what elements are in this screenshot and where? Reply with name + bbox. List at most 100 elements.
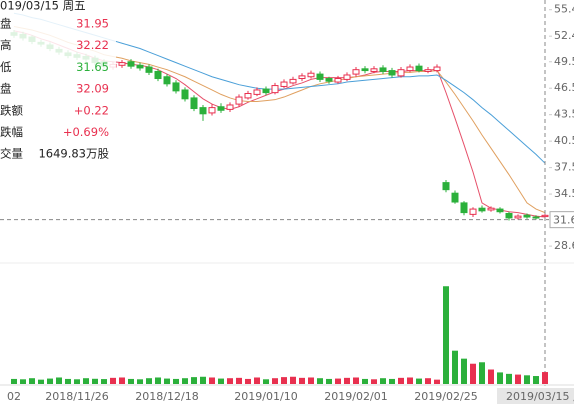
volume-bar bbox=[191, 377, 197, 384]
x-tick-label: 02 bbox=[7, 390, 21, 403]
candle-body bbox=[235, 96, 243, 105]
tooltip-label: 交量 bbox=[0, 147, 23, 161]
volume-bar bbox=[218, 378, 224, 384]
candle-body bbox=[154, 70, 162, 80]
volume-bar bbox=[254, 377, 260, 384]
x-tick-label: 2019/02/25 bbox=[414, 390, 477, 403]
tooltip-value: 1649.83万股 bbox=[38, 147, 109, 161]
volume-bar bbox=[488, 369, 494, 384]
candle-body bbox=[370, 68, 378, 72]
y-tick-label: 43.5 bbox=[554, 108, 574, 121]
candle-body bbox=[406, 66, 414, 72]
volume-bar bbox=[308, 377, 314, 384]
tooltip-value: 31.65 bbox=[76, 60, 109, 74]
tooltip-label: 盘 bbox=[0, 17, 12, 31]
volume-bar bbox=[236, 377, 242, 384]
volume-bar bbox=[146, 378, 152, 384]
tooltip-value: 32.09 bbox=[76, 82, 109, 96]
candle-body bbox=[334, 78, 342, 83]
y-tick-label: 34.5 bbox=[554, 187, 574, 200]
crosshair-price-box bbox=[549, 211, 574, 229]
candle-body bbox=[388, 70, 396, 76]
volume-bar bbox=[434, 379, 440, 384]
volume-bar bbox=[56, 377, 62, 384]
volume-bar bbox=[29, 378, 35, 384]
volume-bar bbox=[272, 378, 278, 384]
volume-bar bbox=[200, 376, 206, 384]
candle-body bbox=[226, 104, 234, 110]
volume-bar bbox=[83, 378, 89, 384]
candle-body bbox=[361, 68, 369, 72]
volume-bar bbox=[227, 378, 233, 384]
tooltip-label: 低 bbox=[0, 60, 12, 74]
volume-bar bbox=[182, 378, 188, 384]
volume-bar bbox=[119, 377, 125, 384]
volume-bar bbox=[542, 372, 548, 384]
volume-bar bbox=[74, 379, 80, 384]
volume-bar bbox=[101, 379, 107, 384]
volume-bar bbox=[452, 350, 458, 384]
candle-body bbox=[145, 66, 153, 73]
crosshair-price-label: 31.6 bbox=[553, 214, 574, 227]
volume-bar bbox=[425, 378, 431, 384]
tooltip-label: 高 bbox=[0, 38, 12, 52]
volume-bar bbox=[335, 378, 341, 384]
candle-body bbox=[262, 88, 270, 94]
candle-body bbox=[469, 208, 477, 215]
volume-bar bbox=[506, 373, 512, 384]
candle-body bbox=[271, 85, 279, 94]
candle-body bbox=[199, 107, 207, 115]
tooltip-background bbox=[0, 0, 116, 166]
volume-bar bbox=[173, 378, 179, 384]
candle-body bbox=[451, 192, 459, 203]
volume-bar bbox=[371, 379, 377, 384]
volume-bar bbox=[461, 358, 467, 384]
volume-bar bbox=[362, 378, 368, 384]
volume-bar bbox=[11, 378, 17, 384]
volume-bar bbox=[38, 379, 44, 384]
volume-bar bbox=[164, 378, 170, 384]
volume-bar bbox=[137, 379, 143, 384]
volume-bar bbox=[497, 372, 503, 384]
volume-bar bbox=[524, 375, 530, 384]
candle-body bbox=[523, 214, 531, 218]
tooltip-date: 019/03/15 周五 bbox=[0, 0, 86, 13]
candle-body bbox=[460, 202, 468, 214]
candle-body bbox=[172, 82, 180, 92]
y-tick-label: 40.5 bbox=[554, 134, 574, 147]
tooltip-value: +0.22 bbox=[74, 103, 109, 117]
candle-body bbox=[118, 62, 126, 66]
candle-body bbox=[217, 106, 225, 111]
volume-bar bbox=[155, 377, 161, 384]
candle-body bbox=[325, 78, 333, 82]
candle-body bbox=[379, 67, 387, 72]
tooltip-label: 跌幅 bbox=[0, 125, 23, 139]
y-tick-label: 55.4 bbox=[554, 3, 574, 16]
volume-bar bbox=[389, 378, 395, 384]
volume-bar bbox=[299, 377, 305, 384]
volume-bar bbox=[380, 378, 386, 384]
candle-body bbox=[316, 73, 324, 80]
candle-body bbox=[478, 207, 486, 212]
candle-body bbox=[253, 89, 261, 95]
candle-body bbox=[496, 208, 504, 213]
volume-bar bbox=[344, 377, 350, 384]
volume-bar bbox=[245, 378, 251, 384]
candle-body bbox=[433, 66, 441, 72]
y-tick-label: 28.6 bbox=[554, 239, 574, 252]
volume-bar bbox=[209, 377, 215, 384]
y-tick-label: 52.4 bbox=[554, 29, 574, 42]
y-tick-label: 46.5 bbox=[554, 81, 574, 94]
x-tick-label: 2019/02/01 bbox=[324, 390, 387, 403]
volume-bar bbox=[317, 378, 323, 384]
x-tick-label: 2018/11/26 bbox=[45, 390, 108, 403]
volume-bar bbox=[353, 377, 359, 384]
volume-bar bbox=[479, 362, 485, 384]
x-tick-label: 2019/03/15 周 bbox=[506, 390, 574, 403]
volume-bar bbox=[263, 379, 269, 384]
candle-body bbox=[181, 89, 189, 100]
volume-bar bbox=[20, 379, 26, 384]
volume-bar bbox=[128, 378, 134, 384]
